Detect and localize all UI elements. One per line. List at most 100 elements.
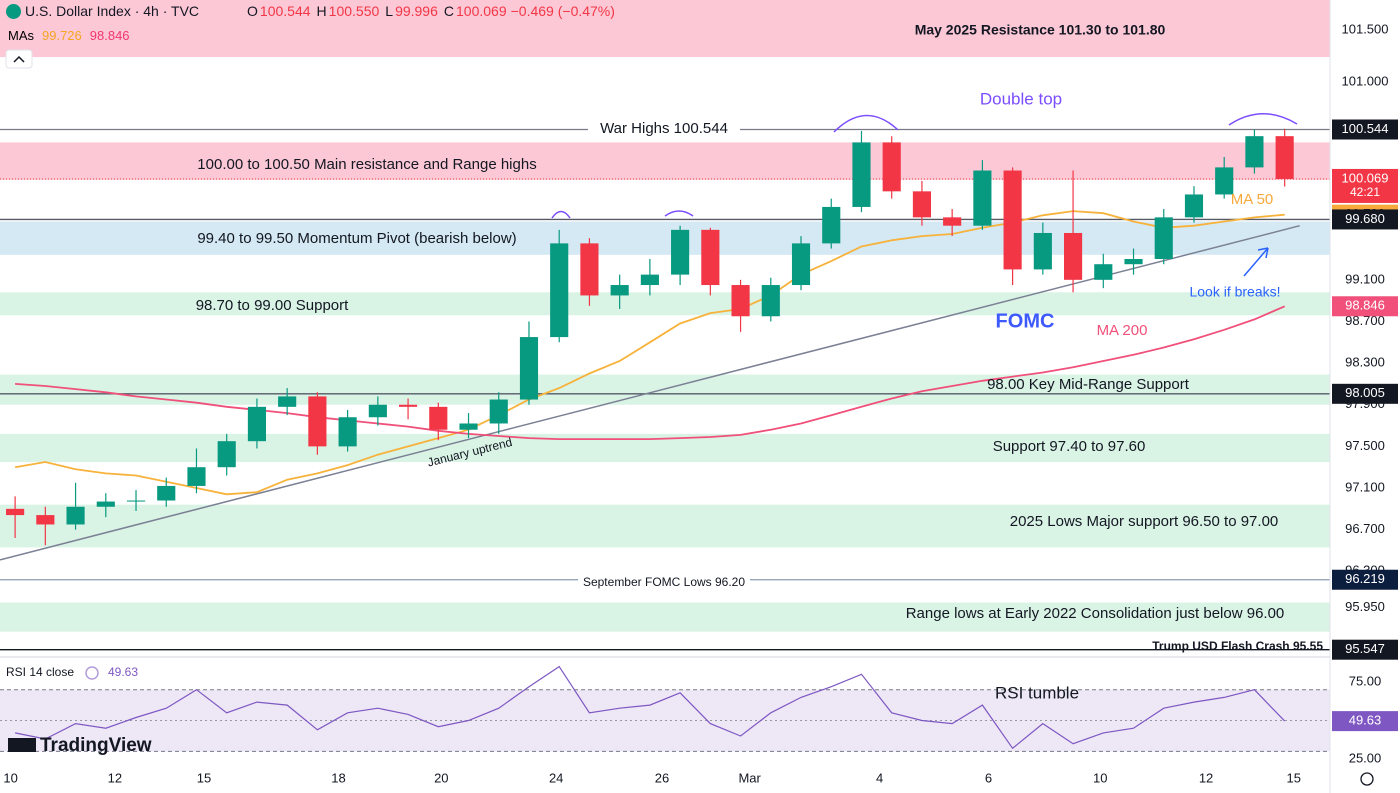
annotation: Double top xyxy=(980,89,1062,108)
symbol-logo xyxy=(6,3,21,19)
y-tick-label: 99.100 xyxy=(1345,271,1385,286)
rsi-tag-label: 49.63 xyxy=(1349,713,1382,728)
arc xyxy=(551,210,571,219)
ohlc-key: C xyxy=(443,3,455,19)
price-tag-label: 99.680 xyxy=(1345,211,1385,226)
candle-body xyxy=(217,441,236,468)
ohlc-value: 100.544 xyxy=(259,3,311,19)
price-tag-label: 98.005 xyxy=(1345,385,1385,400)
series-label: MA 200 xyxy=(1097,322,1148,339)
price-tag xyxy=(1332,569,1398,590)
candle-body xyxy=(550,243,569,338)
x-tick-label: 15 xyxy=(1286,770,1300,785)
candle-body xyxy=(1215,167,1234,195)
candle-body xyxy=(1245,136,1264,168)
candle-body xyxy=(1184,194,1204,218)
zone xyxy=(0,0,1330,58)
candle-body xyxy=(882,142,901,192)
candle-body xyxy=(822,206,841,244)
y-tick-label: 101.000 xyxy=(1342,73,1389,88)
x-tick-label: 6 xyxy=(985,770,992,785)
candle-body xyxy=(308,396,327,447)
annotation: FOMC xyxy=(996,310,1055,332)
collapse-button[interactable] xyxy=(5,49,33,69)
candle-body xyxy=(459,423,478,430)
x-tick-label: 10 xyxy=(1093,770,1107,785)
ohlc-value: 100.550 xyxy=(328,3,380,19)
logo-mark xyxy=(8,738,36,752)
settings[interactable] xyxy=(1360,772,1374,786)
y-tick-label: 97.500 xyxy=(1345,438,1385,453)
candle-body xyxy=(1094,264,1113,280)
arc xyxy=(833,114,899,133)
candle-body xyxy=(36,515,55,525)
candle-body xyxy=(66,506,85,525)
chevron xyxy=(13,55,25,63)
rsi-title: RSI 14 close xyxy=(6,665,74,679)
candle-body xyxy=(640,274,659,286)
x-tick-label: 26 xyxy=(655,770,669,785)
x-tick-label: 24 xyxy=(549,770,563,785)
price-tag xyxy=(1332,168,1398,203)
series-label: MA 50 xyxy=(1231,191,1274,208)
layer xyxy=(0,0,1330,752)
candle-body xyxy=(701,229,720,286)
candle-body xyxy=(489,399,508,424)
symbol-title: U.S. Dollar Index · 4h · TVC xyxy=(25,3,200,19)
candle-body xyxy=(852,142,871,207)
ma-value: 98.846 xyxy=(89,28,130,43)
rsi-line xyxy=(14,665,1286,750)
x-tick-label: 10 xyxy=(3,770,17,785)
header: U.S. Dollar Index · 4h · TVC O 100.544 H 10… xyxy=(6,3,615,19)
mas-row: MAs 99.726 98.846 xyxy=(4,26,134,45)
y-tick-label: 96.700 xyxy=(1345,521,1385,536)
candle-body xyxy=(278,396,297,407)
candle-body xyxy=(1275,136,1294,179)
arc xyxy=(1228,113,1298,126)
ma-value: 99.726 xyxy=(42,28,82,43)
ma-line xyxy=(15,305,1286,440)
x-tick-label: Mar xyxy=(738,770,761,785)
price-tag xyxy=(1332,209,1398,230)
arc xyxy=(664,210,694,217)
candle-body xyxy=(761,285,780,317)
candle-body xyxy=(126,500,146,502)
candle-body xyxy=(157,485,176,501)
rsi-value: 49.63 xyxy=(108,665,138,679)
y-tick-label: 75.00 xyxy=(1349,673,1382,688)
candle-body xyxy=(1064,232,1083,280)
candle-body xyxy=(1033,232,1052,270)
price-tag-label: 98.846 xyxy=(1345,298,1385,313)
annotation: Look if breaks! xyxy=(1189,284,1280,300)
candle-body xyxy=(368,404,387,418)
price-tag xyxy=(1332,639,1398,660)
zone xyxy=(0,221,1330,255)
annotation: 2025 Lows Major support 96.50 to 97.00 xyxy=(1010,513,1279,530)
candle-body xyxy=(6,508,25,516)
annotation: 98.70 to 99.00 Support xyxy=(196,297,349,314)
candle-body xyxy=(1003,170,1022,270)
candle-body xyxy=(247,406,266,442)
label-bg xyxy=(578,575,750,591)
candle-body xyxy=(1154,217,1173,260)
candle-body xyxy=(580,243,599,296)
x-tick-label: 4 xyxy=(876,770,883,785)
candle-body xyxy=(731,285,750,317)
ohlc-value: 99.996 xyxy=(395,3,438,19)
y-tick-label: 95.950 xyxy=(1345,599,1385,614)
candle-body xyxy=(338,417,357,447)
x-tick-label: 12 xyxy=(108,770,122,785)
annotation: War Highs 100.544 xyxy=(600,120,728,137)
y-tick-label: 98.700 xyxy=(1345,313,1385,328)
candle-body xyxy=(671,229,690,275)
price-tag-label: 100.544 xyxy=(1342,121,1389,136)
candle-body xyxy=(610,285,629,296)
price-tag-label: 96.219 xyxy=(1345,571,1385,586)
candle-body xyxy=(519,337,539,400)
price-tag-timer: 42:21 xyxy=(1350,185,1380,199)
annotation: RSI tumble xyxy=(995,683,1079,702)
y-tick-label: 101.500 xyxy=(1342,21,1389,36)
annotation: Trump USD Flash Crash 95.55 xyxy=(1152,639,1323,653)
